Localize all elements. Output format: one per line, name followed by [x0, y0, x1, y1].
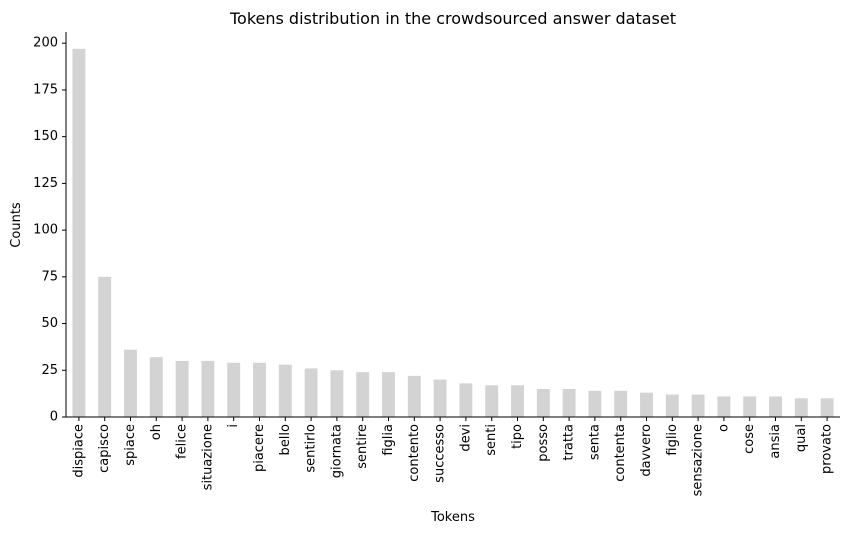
- x-tick-label: situazione: [200, 424, 215, 490]
- bar-sentire: [356, 372, 370, 417]
- bar-felice: [175, 360, 189, 417]
- x-tick-label: figlio: [665, 424, 680, 456]
- x-tick-label: sensazione: [691, 424, 706, 496]
- y-tick-label: 50: [41, 316, 58, 331]
- bar-piacere: [253, 362, 266, 417]
- bar-davvero: [640, 392, 653, 417]
- bars-group: [72, 48, 834, 417]
- bar-devi: [459, 383, 473, 417]
- bar-contento: [407, 375, 421, 417]
- x-tick-label: giornata: [329, 424, 344, 478]
- x-tick-label: sentirlo: [304, 424, 319, 473]
- y-tick-label: 100: [33, 223, 58, 238]
- y-tick-label: 125: [33, 176, 58, 191]
- bar-figlia: [382, 372, 395, 417]
- x-tick-label: provato: [820, 424, 835, 474]
- x-tick-label: o: [716, 424, 731, 432]
- bar-cose: [743, 396, 757, 417]
- bar-oh: [149, 357, 163, 417]
- bar-situazione: [201, 360, 215, 417]
- bar-spiace: [124, 349, 137, 417]
- y-tick-label: 25: [41, 363, 58, 378]
- x-tick-label: oh: [149, 424, 164, 440]
- chart-title: Tokens distribution in the crowdsourced …: [229, 9, 676, 28]
- bar-sensazione: [691, 394, 705, 417]
- x-tick-label: felice: [175, 424, 190, 459]
- x-tick-label: devi: [458, 424, 473, 452]
- y-axis-label: Counts: [9, 202, 24, 248]
- bar-i: [227, 362, 241, 417]
- x-tick-label: piacere: [252, 424, 267, 472]
- y-tick-label: 175: [33, 82, 58, 97]
- y-tick-label: 200: [33, 36, 58, 51]
- x-tick-label: ansia: [768, 424, 783, 459]
- y-tick-label: 75: [41, 269, 58, 284]
- x-tick-label: cose: [742, 424, 757, 454]
- bar-capisco: [98, 276, 112, 417]
- bar-qual: [794, 398, 808, 417]
- y-tick-label: 0: [50, 410, 58, 425]
- bar-bello: [278, 364, 292, 417]
- x-tick-label: i: [226, 424, 241, 428]
- bar-contenta: [614, 390, 628, 417]
- x-tick-label: contento: [407, 424, 422, 482]
- bar-figlio: [665, 394, 679, 417]
- bar-tratta: [562, 388, 576, 417]
- x-tick-label: contenta: [613, 424, 628, 482]
- x-tick-label: capisco: [97, 424, 112, 473]
- y-tick-label: 150: [33, 129, 58, 144]
- bar-dispiace: [72, 48, 86, 417]
- bar-o: [717, 396, 731, 417]
- x-tick-label: qual: [794, 424, 809, 452]
- bar-tipo: [511, 385, 524, 417]
- x-axis-label: Tokens: [430, 510, 475, 525]
- bar-senti: [485, 385, 499, 417]
- bar-giornata: [330, 370, 344, 417]
- x-tick-label: davvero: [639, 424, 654, 477]
- x-tick-label: bello: [278, 424, 293, 455]
- x-tick-label: tratta: [562, 424, 577, 461]
- bar-ansia: [769, 396, 782, 417]
- x-axis-ticks: dispiace capisco spiace oh felice situazione i…: [71, 417, 835, 496]
- x-tick-label: spiace: [123, 424, 138, 466]
- x-tick-label: senti: [484, 424, 499, 456]
- x-tick-label: senta: [587, 424, 602, 460]
- bar-senta: [588, 390, 602, 417]
- x-tick-label: dispiace: [71, 424, 86, 478]
- y-axis-ticks: 0 25 50 75 100 125 150 175 200: [33, 36, 66, 425]
- bar-provato: [820, 398, 834, 417]
- x-tick-label: posso: [536, 424, 551, 462]
- x-tick-label: tipo: [510, 424, 525, 449]
- bar-successo: [433, 379, 447, 417]
- x-tick-label: sentire: [355, 424, 370, 469]
- x-tick-label: figlia: [381, 424, 396, 456]
- bar-posso: [536, 388, 550, 417]
- x-tick-label: successo: [433, 424, 448, 483]
- bar-sentirlo: [304, 368, 318, 417]
